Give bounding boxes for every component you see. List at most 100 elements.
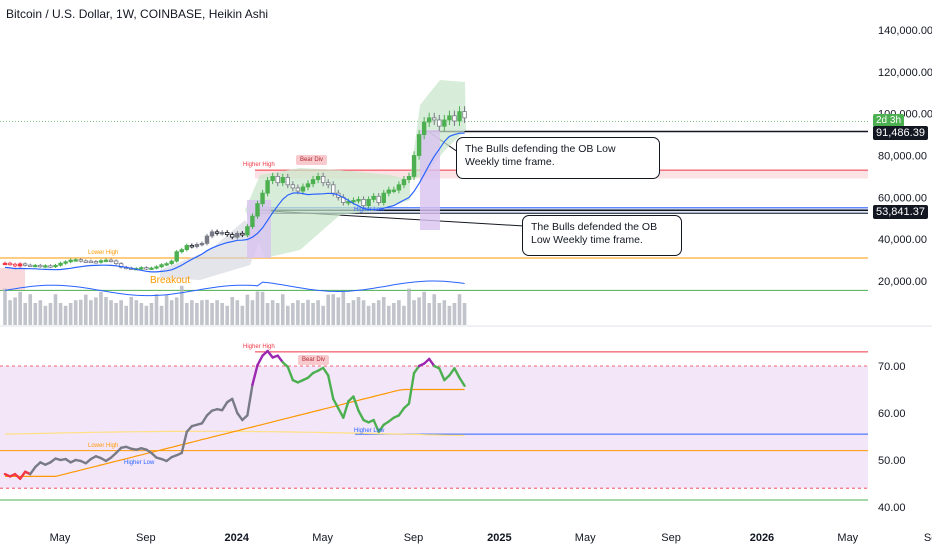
price-axis-tick-label: 60,000.00 — [878, 192, 927, 204]
volume-bar — [291, 303, 295, 325]
candle-body — [108, 259, 114, 262]
candle-body — [93, 261, 99, 264]
volume-bar — [78, 299, 83, 325]
candle-body — [194, 243, 200, 247]
rsi-line-segment — [453, 367, 461, 379]
candle-body — [426, 117, 432, 123]
volume-bar — [417, 297, 421, 325]
volume-bar — [63, 305, 68, 325]
rsi-line-segment — [251, 363, 259, 386]
volume-bar — [119, 300, 123, 325]
time-axis-tick-label: May — [50, 532, 71, 544]
volume-bar — [250, 300, 255, 325]
volume-bar — [286, 305, 290, 325]
candle-body — [447, 115, 452, 121]
volume-bar — [205, 299, 209, 325]
time-axis-tick-label: Sep — [404, 532, 424, 544]
plot-layer — [2, 106, 467, 480]
annotation-higher-low: Higher Low — [354, 207, 385, 213]
countdown-tag: 2d 3h — [873, 114, 905, 127]
volume-bar — [462, 303, 467, 325]
volume-bar — [139, 303, 144, 325]
volume-moving-average — [4, 280, 465, 297]
rsi-line-segment — [327, 374, 335, 401]
volume-bar — [185, 303, 189, 325]
rsi-line-segment — [342, 400, 350, 419]
volume-bar — [275, 303, 280, 325]
candle-body — [406, 176, 412, 180]
volume-bar — [387, 305, 391, 325]
candle-body — [346, 201, 351, 204]
candle-body — [33, 264, 38, 268]
volume-bar — [427, 303, 431, 325]
candle-body — [320, 176, 326, 184]
rsi-line-segment — [246, 383, 254, 417]
chart-title: Bitcoin / U.S. Dollar, 1W, COINBASE, Hei… — [6, 7, 269, 21]
candle-body — [174, 251, 179, 262]
rsi-line-segment — [458, 376, 466, 387]
rsi-line-segment — [407, 371, 416, 405]
candle-body — [442, 119, 447, 127]
volume-bar — [84, 294, 88, 325]
rsi-line-segment — [412, 364, 421, 375]
volume-bar — [144, 305, 149, 325]
red-highlight — [0, 268, 25, 290]
volume-bar — [301, 303, 305, 325]
candle-body — [219, 232, 225, 235]
volume-bar — [129, 297, 134, 325]
candle-body — [179, 249, 184, 253]
volume-bar — [179, 285, 184, 325]
rsi-line-segment — [29, 465, 37, 476]
price-tag-lower: 53,841.37 — [873, 205, 928, 219]
candle-body — [255, 203, 260, 217]
candle-body — [285, 177, 290, 186]
volume-bar — [316, 300, 320, 325]
rsi-axis-tick-label: 60.00 — [878, 408, 906, 420]
candle-body — [315, 176, 321, 180]
volume-bar — [58, 303, 63, 325]
volume-bar — [346, 303, 351, 325]
rsi-line-segment — [200, 414, 209, 425]
rsi-line-segment — [321, 366, 330, 377]
volume-bar — [68, 303, 73, 325]
candle-body — [325, 182, 331, 186]
volume-bar — [260, 291, 265, 325]
candle-body — [331, 184, 336, 194]
rsi-line-segment — [352, 395, 360, 412]
candle-body — [235, 232, 240, 238]
price-tag-upper: 91,486.39 — [873, 126, 928, 140]
rsi-fast-average — [5, 388, 465, 477]
background-layer — [0, 80, 932, 501]
candle-body — [214, 231, 220, 234]
callout-upper: The Bulls defending the OB Low Weekly ti… — [456, 137, 660, 179]
candle-body — [199, 242, 205, 246]
candle-body — [189, 245, 195, 248]
candle-body — [103, 259, 109, 262]
candle-body — [88, 260, 94, 264]
rsi-line-segment — [114, 446, 123, 455]
candle-body — [366, 199, 371, 207]
candle-body — [265, 180, 270, 194]
candle-body — [260, 192, 265, 205]
candle-body — [159, 264, 164, 268]
volume-bar — [392, 303, 396, 325]
price-axis-tick-label: 120,000.00 — [878, 67, 932, 79]
rsi-axis-tick-label: 50.00 — [878, 455, 906, 467]
volume-bar — [43, 305, 48, 325]
time-axis-tick-label: May — [312, 532, 333, 544]
candle-body — [462, 111, 467, 119]
volume-bar — [38, 300, 43, 325]
volume-bar — [94, 297, 98, 325]
volume-bar — [13, 297, 17, 325]
candle-body — [98, 260, 104, 263]
rsi-line-segment — [428, 357, 436, 368]
volume-bar — [311, 303, 315, 325]
volume-bar — [3, 288, 7, 325]
volume-bar — [407, 288, 411, 325]
volume-bar — [270, 300, 275, 325]
rsi-annotation-higher-low: Higher Low — [124, 460, 155, 466]
rsi-line-segment — [337, 407, 345, 419]
candle-body — [300, 186, 306, 192]
candle-body — [113, 260, 119, 265]
